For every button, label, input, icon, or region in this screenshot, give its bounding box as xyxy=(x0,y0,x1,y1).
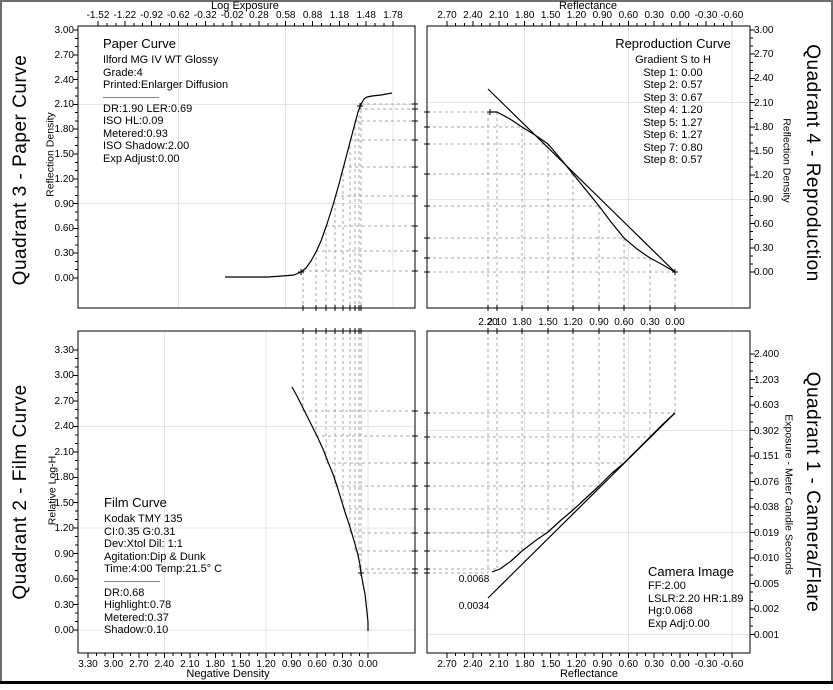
paper-curve-info-lines: Ilford MG IV WT Glossy Grade:4 Printed:Enl… xyxy=(103,54,228,92)
camera-image-info-lines: FF:2.00 LSLR:2.20 HR:1.89 Hg:0.068 Exp Adj:… xyxy=(648,580,743,630)
info-line: Grade:4 xyxy=(103,66,143,79)
quadrant-2-title: Quadrant 2 - Film Curve xyxy=(10,384,31,600)
info-line: DR:0.68 xyxy=(104,586,145,599)
flare-curve xyxy=(491,412,676,573)
film-curve-info-title: Film Curve xyxy=(104,495,167,510)
quadrant2-film-curve xyxy=(73,328,418,658)
film-curve xyxy=(291,386,369,631)
info-line: Agitation:Dip & Dunk xyxy=(104,550,206,563)
info-line: CI:0.35 G:0.31 xyxy=(104,525,176,538)
gradient-step-line: Step 7: 0.80 xyxy=(643,141,703,154)
q3-x-axis-title: Log Exposure xyxy=(211,0,279,12)
reproduction-curve xyxy=(490,111,676,273)
q1-x-axis-title: Reflectance xyxy=(559,668,619,680)
info-line: ISO HL:0.09 xyxy=(103,115,164,127)
quadrant3-paper-curve xyxy=(73,21,418,311)
quadrant-3-title: Quadrant 3 - Paper Curve xyxy=(10,54,31,286)
info-line: FF:2.00 xyxy=(648,580,686,592)
quadrant-4-title: Quadrant 4 - Reproduction xyxy=(802,44,823,282)
info-line: Exp Adjust:0.00 xyxy=(103,152,180,165)
info-line: Printed:Enlarger Diffusion xyxy=(103,79,229,91)
info-line: Metered:0.37 xyxy=(104,611,169,624)
info-line: Dev:Xtol Dil: 1:1 xyxy=(104,538,183,550)
divider xyxy=(103,96,159,98)
q2-x-axis-title: Negative Density xyxy=(186,668,270,680)
paper-curve-info: Paper Curve Ilford MG IV WT Glossy Grade:… xyxy=(103,36,228,165)
info-line: Ilford MG IV WT Glossy xyxy=(103,54,219,66)
info-line: Exp Adj:0.00 xyxy=(648,617,710,630)
reproduction-step-list: Step 1: 0.00 Step 2: 0.57 Step 3: 0.67 Step… xyxy=(643,67,702,167)
gradient-step-line: Step 6: 1.27 xyxy=(643,129,703,141)
camera-image-info-title: Camera Image xyxy=(648,564,734,579)
q1-y-axis-title: Exposure - Meter Candle Seconds xyxy=(782,414,795,575)
info-line: Shadow:0.10 xyxy=(104,624,169,636)
info-line: Metered:0.93 xyxy=(103,127,168,140)
divider xyxy=(104,580,160,582)
gradient-step-line: Step 2: 0.57 xyxy=(643,79,703,91)
reproduction-info-title: Reproduction Curve xyxy=(615,36,731,51)
q4-x-axis-title: Reflectance xyxy=(558,0,618,12)
paper-curve xyxy=(225,92,393,278)
info-line: LSLR:2.20 HR:1.89 xyxy=(648,592,744,605)
film-curve-info-lines: Kodak TMY 135 CI:0.35 G:0.31 Dev:Xtol Dil:… xyxy=(104,513,222,576)
info-line: Time:4:00 Temp:21.5° C xyxy=(104,563,223,575)
info-line: DR:1.90 LER:0.69 xyxy=(103,102,193,115)
q3-y-axis-title: Reflection Density xyxy=(44,112,57,197)
q4-y-axis-title: Reflection Density xyxy=(780,118,793,203)
window-bottom-edge xyxy=(0,681,833,684)
info-line: Hg:0.068 xyxy=(648,605,693,617)
film-curve-info: Film Curve Kodak TMY 135 CI:0.35 G:0.31 De… xyxy=(104,495,222,637)
gradient-step-line: Step 5: 1.27 xyxy=(643,116,703,129)
q2-y-axis-title: Relative Log-H xyxy=(46,455,59,526)
info-line: ISO Shadow:2.00 xyxy=(103,140,190,152)
paper-curve-info-title: Paper Curve xyxy=(103,36,176,51)
quadrant4-reproduction-curve xyxy=(424,21,755,311)
camera-image-info: Camera Image FF:2.00 LSLR:2.20 HR:1.89 Hg:… xyxy=(648,564,743,630)
quadrant-1-title: Quadrant 1 - Camera/Flare xyxy=(802,371,823,613)
gradient-step-line: Step 3: 0.67 xyxy=(643,91,703,104)
gradient-step-line: Step 4: 1.20 xyxy=(643,104,703,116)
info-line: Kodak TMY 135 xyxy=(104,513,183,525)
reproduction-info-subtitle: Gradient S to H xyxy=(635,54,711,66)
reproduction-info: Reproduction Curve Gradient S to H Step … xyxy=(575,36,771,167)
paper-curve-info-stats: DR:1.90 LER:0.69 ISO HL:0.09 Metered:0.93 I… xyxy=(103,103,228,166)
film-curve-info-stats: DR:0.68 Highlight:0.78 Metered:0.37 Shadow:… xyxy=(104,587,222,637)
gradient-step-line: Step 8: 0.57 xyxy=(643,154,703,166)
quadrant1-camera-flare xyxy=(424,328,755,658)
info-line: Highlight:0.78 xyxy=(104,599,172,611)
gradient-step-line: Step 1: 0.00 xyxy=(643,66,703,79)
reference-line xyxy=(487,88,676,273)
